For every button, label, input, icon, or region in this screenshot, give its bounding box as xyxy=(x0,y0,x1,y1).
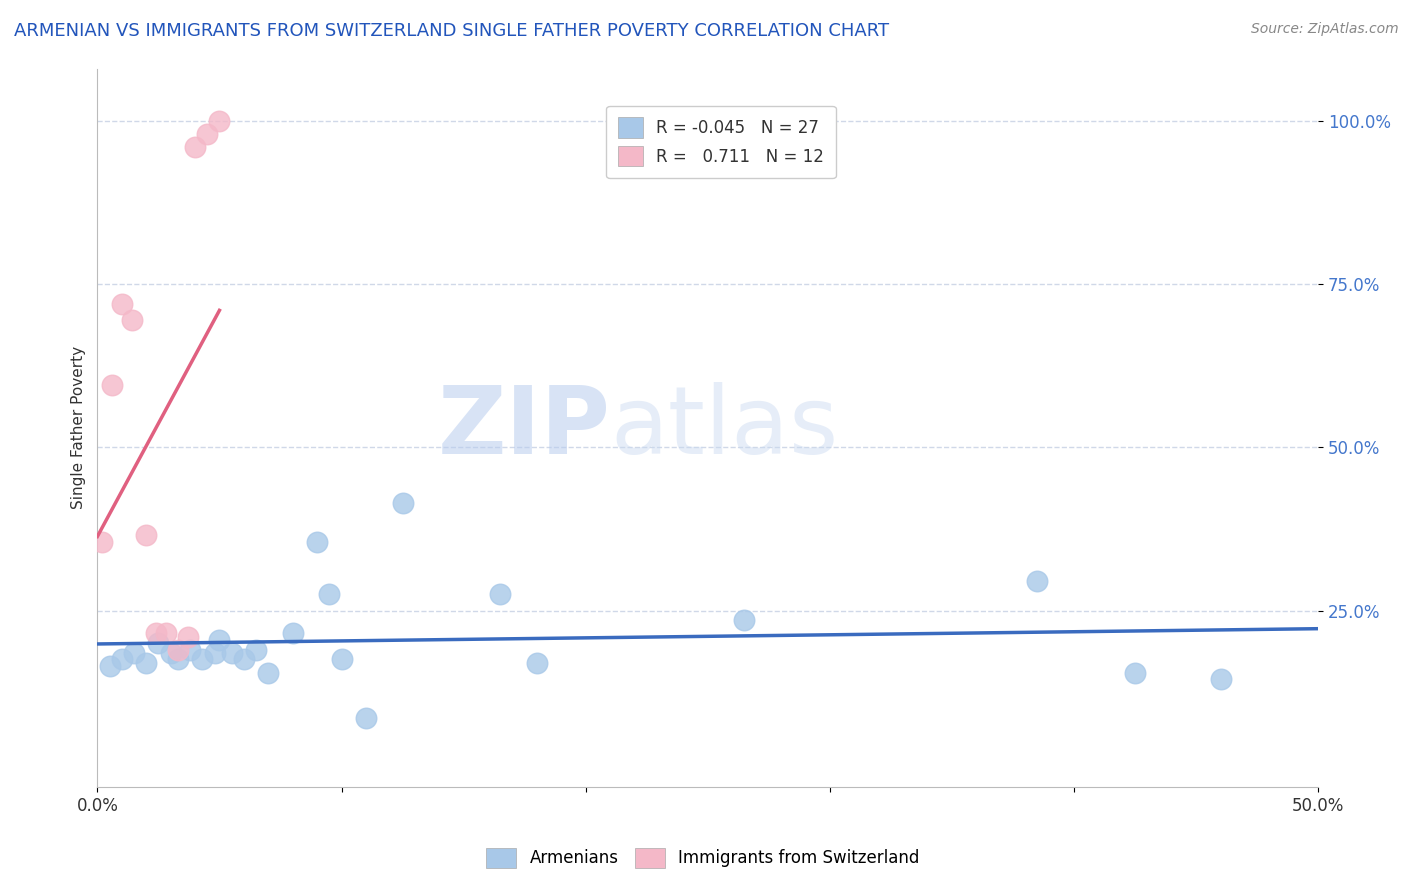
Text: atlas: atlas xyxy=(610,382,838,474)
Point xyxy=(91,535,114,549)
Point xyxy=(733,613,755,627)
Point xyxy=(167,642,190,657)
Point xyxy=(391,496,413,510)
Point xyxy=(526,656,548,670)
Point xyxy=(245,642,267,657)
Point xyxy=(145,626,167,640)
Point xyxy=(204,646,226,660)
Point xyxy=(208,632,231,647)
Point xyxy=(111,652,134,666)
Point xyxy=(307,535,329,549)
Y-axis label: Single Father Poverty: Single Father Poverty xyxy=(72,346,86,509)
Point xyxy=(148,636,170,650)
Point xyxy=(179,642,201,657)
Point xyxy=(155,626,177,640)
Point xyxy=(221,646,243,660)
Point xyxy=(195,127,218,141)
Point xyxy=(1123,665,1146,680)
Point xyxy=(98,659,121,673)
Point xyxy=(281,626,304,640)
Text: ZIP: ZIP xyxy=(437,382,610,474)
Point xyxy=(135,528,157,542)
Point xyxy=(1026,574,1049,588)
Point xyxy=(167,652,190,666)
Point xyxy=(489,587,512,601)
Point xyxy=(232,652,254,666)
Point xyxy=(191,652,214,666)
Point xyxy=(1209,672,1232,686)
Legend: Armenians, Immigrants from Switzerland: Armenians, Immigrants from Switzerland xyxy=(479,841,927,875)
Point xyxy=(159,646,181,660)
Point xyxy=(184,140,207,154)
Point xyxy=(354,711,377,725)
Point xyxy=(257,665,280,680)
Text: ARMENIAN VS IMMIGRANTS FROM SWITZERLAND SINGLE FATHER POVERTY CORRELATION CHART: ARMENIAN VS IMMIGRANTS FROM SWITZERLAND … xyxy=(14,22,889,40)
Point xyxy=(101,378,124,392)
Point xyxy=(318,587,340,601)
Legend: R = -0.045   N = 27, R =   0.711   N = 12: R = -0.045 N = 27, R = 0.711 N = 12 xyxy=(606,105,835,178)
Point xyxy=(122,646,145,660)
Point xyxy=(176,630,198,644)
Point xyxy=(111,296,134,310)
Text: Source: ZipAtlas.com: Source: ZipAtlas.com xyxy=(1251,22,1399,37)
Point xyxy=(121,313,143,327)
Point xyxy=(330,652,353,666)
Point xyxy=(208,113,231,128)
Point xyxy=(135,656,157,670)
